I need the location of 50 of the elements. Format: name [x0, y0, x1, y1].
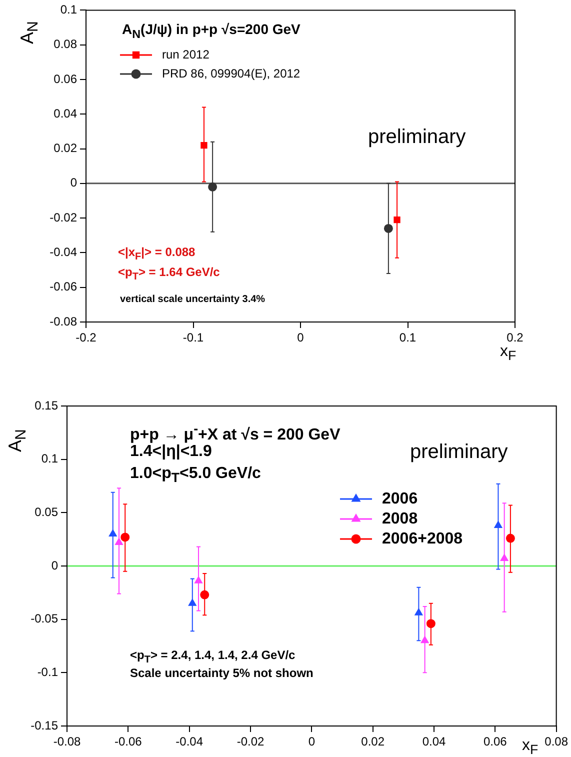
annotation: <p$_{T}$> = 1.64 GeV/c [118, 265, 220, 282]
y-tick-label: 0.04 [54, 106, 78, 120]
point [200, 142, 208, 149]
y-tick-label: 0 [70, 176, 78, 190]
y-tick-label: 0.06 [54, 72, 78, 86]
y-tick-label: 0.1 [60, 2, 78, 17]
annotation: preliminary [368, 126, 466, 148]
y-tick-label: 0.1 [41, 452, 58, 466]
point [394, 216, 400, 224]
y-tick-label: -0.08 [50, 314, 78, 328]
x-tick-label: 0.04 [422, 734, 446, 749]
text: A$_{N}$(J/ψ) in p+p √s=200 GeV [122, 21, 300, 41]
x-tick-label: 0.08 [544, 734, 568, 749]
y-tick-label: 0.08 [54, 37, 78, 52]
y-tick-label: -0.05 [30, 612, 58, 626]
y-tick-label: 0 [51, 558, 58, 572]
annotation: 1.4<|η|<1.9 [130, 443, 212, 460]
x-tick-label: 0 [297, 330, 304, 345]
x-tick-label: 0.2 [506, 330, 524, 345]
x-tick-label: -0.02 [236, 734, 264, 749]
legend-label: 2006+2008 [382, 530, 463, 548]
y-tick-label: -0.15 [30, 718, 58, 732]
annotation: <|x$_{F}$|> = 0.088 [118, 245, 196, 262]
annotation: vertical scale uncertainty 3.4% [120, 294, 266, 305]
annotation: Scale uncertainty 5% not shown [130, 666, 314, 680]
x-tick-label: -0.1 [182, 330, 204, 345]
y-tick-label: -0.06 [50, 280, 78, 294]
annotation: preliminary [410, 441, 508, 463]
x-tick-label: -0.06 [114, 734, 142, 749]
y-tick-label: 0.05 [34, 504, 58, 519]
y-tick-label: 0.15 [34, 398, 58, 412]
legend-label: 2008 [382, 510, 418, 528]
x-tick-label: -0.04 [176, 734, 204, 749]
y-tick-label: -0.04 [50, 245, 78, 260]
legend-label: run 2012 [162, 47, 210, 62]
text: p+p → μ$^{-}$+X at √s = 200 GeV [130, 421, 340, 444]
x-tick-label: 0.06 [483, 734, 508, 749]
y-tick-label: 0.02 [54, 141, 78, 156]
y-tick-label: -0.02 [50, 210, 78, 224]
y-tick-label: -0.1 [37, 664, 58, 679]
annotation: <p$_{T}$> = 2.4, 1.4, 1.4, 2.4 GeV/c [130, 648, 296, 666]
annotation: 1.0<p$_{T}$<5.0 GeV/c [130, 465, 261, 486]
x-axis-title: x$_{F}$ [522, 737, 538, 757]
x-tick-label: 0 [308, 734, 316, 749]
x-tick-label: 0.1 [399, 330, 416, 345]
legend-label: 2006 [382, 490, 418, 508]
legend-label: PRD 86, 099904(E), 2012 [162, 66, 300, 80]
x-tick-label: -0.2 [76, 330, 97, 345]
x-tick-label: 0.02 [361, 734, 385, 749]
x-axis-title: x$_{F}$ [500, 343, 516, 364]
